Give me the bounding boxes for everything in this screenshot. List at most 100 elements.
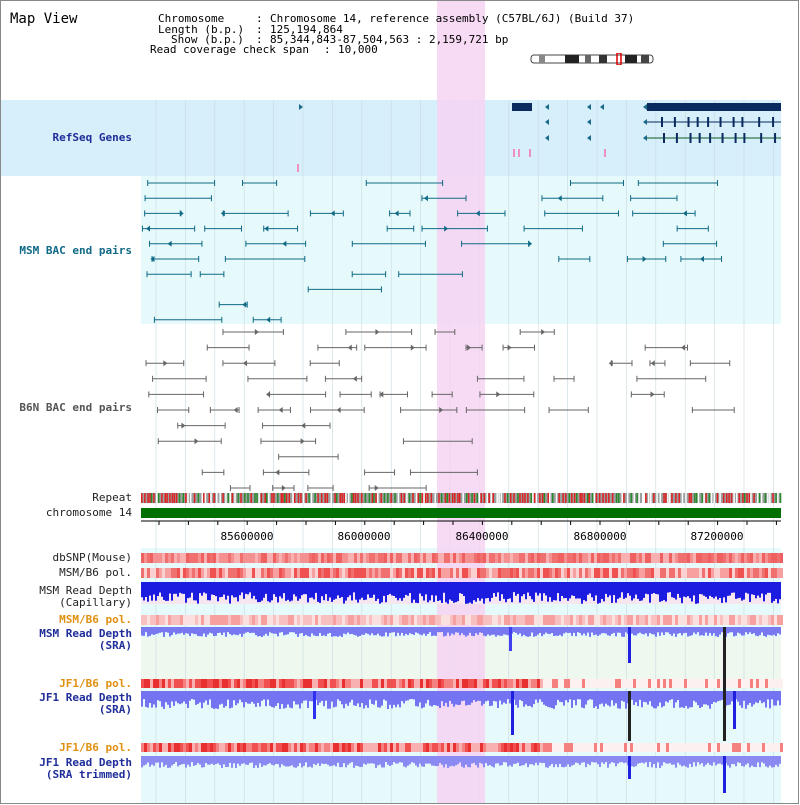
depth-bar: [283, 582, 285, 594]
depth-bar: [495, 582, 497, 597]
highlight-region[interactable]: [437, 1, 485, 804]
label-dbsnp[interactable]: dbSNP(Mouse): [52, 551, 132, 564]
label-jf1-b6-pol-2[interactable]: JF1/B6 pol.: [59, 741, 132, 754]
refseq-features[interactable]: [297, 103, 781, 172]
heat-cell: [531, 568, 534, 578]
depth-bar: [613, 756, 615, 763]
heat-cell: [225, 553, 228, 563]
repeat-mark: [696, 493, 698, 503]
heat-cell: [450, 615, 453, 625]
depth-bar: [519, 582, 521, 603]
heat-cell: [240, 553, 243, 563]
label-jf1-depth-trim-1[interactable]: JF1 Read Depth: [39, 756, 132, 769]
depth-bar: [553, 756, 555, 768]
label-msm-b6-pol-2[interactable]: MSM/B6 pol.: [59, 613, 132, 626]
heat-cell: [738, 679, 741, 688]
depth-bar: [257, 582, 259, 603]
depth-bar: [641, 691, 643, 708]
heat-cell: [288, 743, 291, 752]
heat-cell: [648, 568, 651, 578]
depth-bar: [639, 582, 641, 601]
depth-bar: [639, 691, 641, 700]
depth-bar: [553, 691, 555, 709]
depth-bar: [557, 627, 559, 636]
depth-bar: [381, 691, 383, 706]
depth-bar: [603, 691, 605, 707]
depth-bar: [421, 691, 423, 709]
heat-cell: [756, 615, 759, 625]
label-msm-depth-cap-1[interactable]: MSM Read Depth: [39, 584, 132, 597]
heat-cell: [759, 615, 762, 625]
depth-bar: [569, 627, 571, 633]
heat-cell: [357, 615, 360, 625]
label-repeat[interactable]: Repeat: [92, 491, 132, 504]
heat-cell: [429, 553, 432, 563]
heat-cell: [258, 553, 261, 563]
label-refseq-genes[interactable]: RefSeq Genes: [52, 131, 132, 144]
depth-bar: [631, 756, 633, 767]
heat-cell: [723, 568, 726, 578]
heat-cell: [156, 553, 159, 563]
heat-cell: [318, 615, 321, 625]
depth-bar: [195, 582, 197, 601]
heat-cell: [735, 743, 738, 752]
heat-cell: [618, 743, 621, 752]
depth-bar: [539, 691, 541, 700]
heat-cell: [654, 743, 657, 752]
depth-bar: [161, 582, 163, 597]
msm-bac-features[interactable]: [141, 180, 723, 323]
repeat-mark: [650, 493, 652, 503]
heat-cell: [729, 743, 732, 752]
heat-cell: [501, 679, 504, 688]
heat-cell: [330, 679, 333, 688]
heat-cell: [720, 679, 723, 688]
info-length-sep: :: [256, 23, 263, 36]
heat-cell: [171, 553, 174, 563]
depth-bar: [561, 756, 563, 767]
chromosome-ideogram[interactable]: [529, 53, 657, 65]
heat-cell: [555, 568, 558, 578]
depth-bar: [325, 756, 327, 764]
heat-cell: [147, 615, 150, 625]
depth-bar: [287, 756, 289, 767]
repeat-mark: [678, 493, 680, 503]
label-msm-depth-sra-1[interactable]: MSM Read Depth: [39, 627, 132, 640]
heat-cell: [558, 743, 561, 752]
depth-bar: [587, 582, 589, 595]
repeat-mark: [669, 493, 671, 503]
heat-cell: [153, 615, 156, 625]
repeat-mark: [490, 493, 493, 503]
repeat-mark: [219, 493, 221, 503]
repeat-mark: [310, 493, 313, 503]
heat-cell: [159, 553, 162, 563]
repeat-mark: [602, 493, 604, 503]
heat-cell: [753, 679, 756, 688]
repeat-mark: [403, 493, 405, 503]
depth-bar: [435, 582, 437, 596]
depth-bar: [745, 691, 747, 709]
heat-cell: [564, 743, 567, 752]
label-jf1-depth-sra-1[interactable]: JF1 Read Depth: [39, 691, 132, 704]
depth-bar: [655, 691, 657, 709]
heat-cell: [642, 679, 645, 688]
label-msm-b6-pol[interactable]: MSM/B6 pol.: [59, 566, 132, 579]
heat-cell: [360, 679, 363, 688]
depth-bar: [411, 691, 413, 700]
heat-cell: [171, 679, 174, 688]
b6n-bac-features[interactable]: [145, 329, 735, 491]
heat-cell: [297, 679, 300, 688]
depth-bar: [667, 691, 669, 703]
heat-cell: [603, 553, 606, 563]
depth-bar: [195, 756, 197, 765]
heat-cell: [318, 553, 321, 563]
depth-bar: [777, 691, 779, 701]
b6n-bac-pair-arrow: [281, 485, 286, 491]
repeat-mark: [623, 493, 625, 503]
label-jf1-b6-pol[interactable]: JF1/B6 pol.: [59, 677, 132, 690]
depth-bar: [657, 691, 659, 707]
label-b6n-bac[interactable]: B6N BAC end pairs: [19, 401, 132, 414]
heat-cell: [441, 679, 444, 688]
depth-bar: [575, 756, 577, 763]
label-msm-bac[interactable]: MSM BAC end pairs: [19, 244, 132, 257]
